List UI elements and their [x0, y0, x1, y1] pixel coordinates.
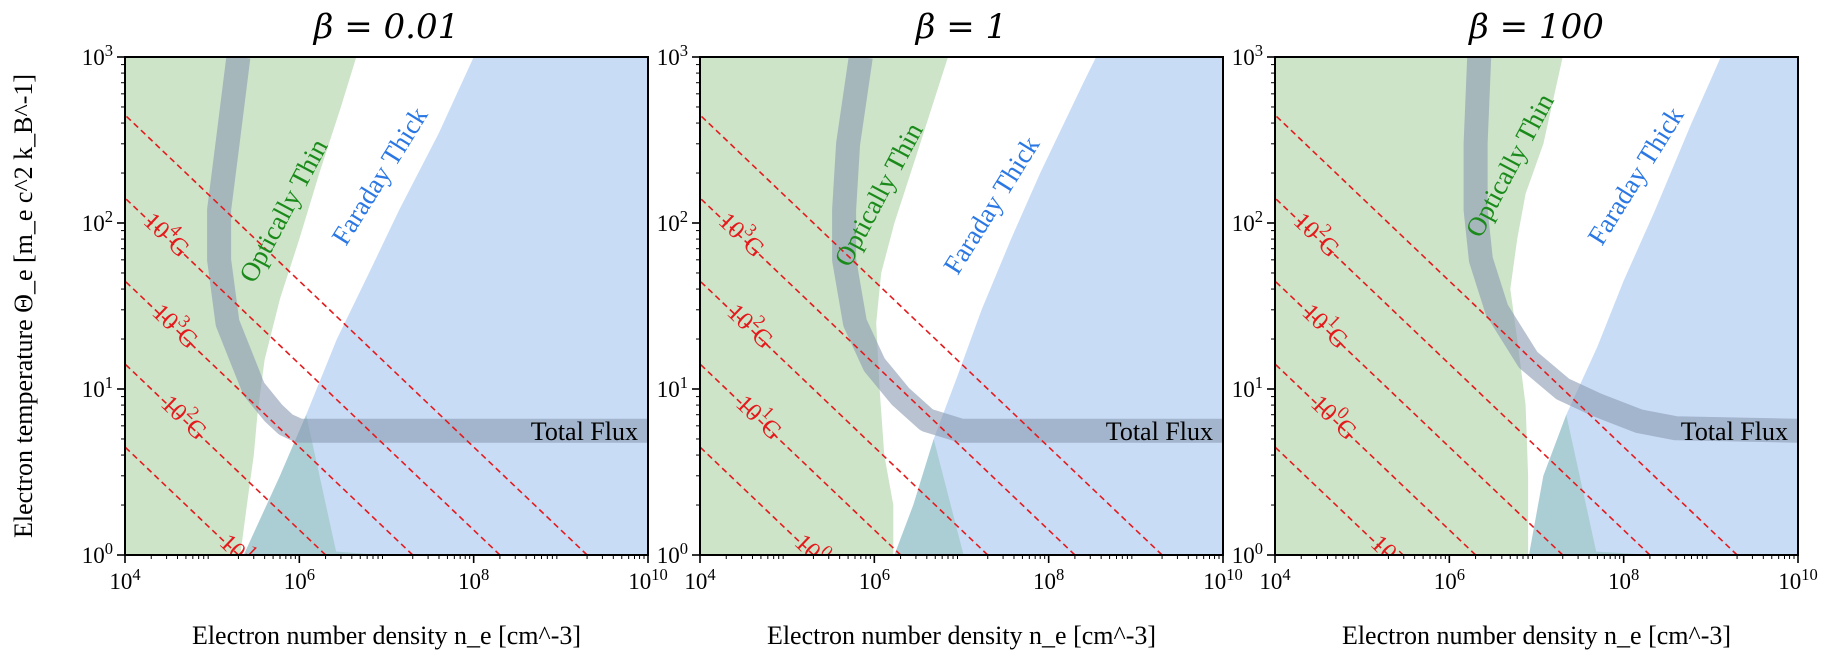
x-tick-label: 106: [284, 565, 315, 595]
b-field-contour: [1275, 445, 1389, 555]
total-flux-band: [1463, 57, 1798, 443]
b-field-contour: [700, 113, 1163, 555]
y-tick-label: 100: [657, 539, 688, 569]
axes-frame: [699, 56, 1224, 556]
panel-title: β = 100: [1467, 7, 1604, 47]
y-tick-label: 103: [657, 41, 688, 71]
b-field-contour: [700, 362, 902, 555]
b-field-contour: [1275, 196, 1651, 555]
b-field-contour: [125, 196, 501, 555]
b-field-contour: [1275, 279, 1564, 555]
b-field-contour: [125, 445, 239, 555]
x-tick-label: 104: [684, 565, 716, 595]
y-tick-label: 100: [82, 539, 113, 569]
optically-thin-region: [1275, 57, 1563, 555]
total-flux-label: Total Flux: [1106, 417, 1213, 446]
y-tick-label: 103: [1232, 41, 1263, 71]
axes-frame: [124, 56, 649, 556]
x-axis-label: Electron number density n_e [cm^-3]: [767, 621, 1156, 650]
x-tick-label: 108: [1608, 565, 1639, 595]
x-axis-label: Electron number density n_e [cm^-3]: [192, 621, 581, 650]
y-tick-label: 103: [82, 41, 113, 71]
y-axis-label: Electron temperature Θ_e [m_e c^2 k_B^-1…: [9, 74, 38, 538]
total-flux-label: Total Flux: [531, 417, 638, 446]
b-field-contour: [700, 196, 1076, 555]
y-tick-label: 100: [1232, 539, 1263, 569]
x-tick-label: 1010: [1778, 565, 1818, 595]
x-tick-label: 1010: [1203, 565, 1243, 595]
x-tick-label: 104: [109, 565, 141, 595]
total-flux-band: [832, 57, 1223, 443]
overlap-region: [894, 439, 964, 555]
b-field-contour: [125, 362, 327, 555]
b-field-contour: [1275, 113, 1738, 555]
x-tick-label: 108: [458, 565, 489, 595]
y-tick-label: 102: [1232, 207, 1263, 237]
b-field-contour: [125, 279, 414, 555]
axes-frame: [1274, 56, 1799, 556]
x-tick-label: 108: [1033, 565, 1064, 595]
b-field-contour: [700, 445, 814, 555]
x-tick-label: 106: [1434, 565, 1465, 595]
b-field-contour: [125, 113, 588, 555]
panel-title: β = 1: [914, 7, 1007, 47]
b-field-contour: [700, 279, 989, 555]
x-tick-label: 106: [859, 565, 890, 595]
b-field-contour: [1275, 362, 1477, 555]
overlap-region: [1529, 414, 1652, 555]
y-tick-label: 102: [82, 207, 113, 237]
total-flux-band: [207, 57, 648, 443]
total-flux-label: Total Flux: [1681, 417, 1788, 446]
y-tick-label: 101: [1232, 373, 1263, 403]
x-tick-label: 104: [1259, 565, 1291, 595]
y-tick-label: 102: [657, 207, 688, 237]
x-axis-label: Electron number density n_e [cm^-3]: [1342, 621, 1731, 650]
x-tick-label: 1010: [628, 565, 668, 595]
panel-title: β = 0.01: [312, 7, 459, 47]
optically-thin-region: [125, 57, 357, 555]
y-tick-label: 101: [82, 373, 113, 403]
overlap-region: [243, 414, 381, 555]
y-tick-label: 101: [657, 373, 688, 403]
optically-thin-region: [700, 57, 948, 555]
